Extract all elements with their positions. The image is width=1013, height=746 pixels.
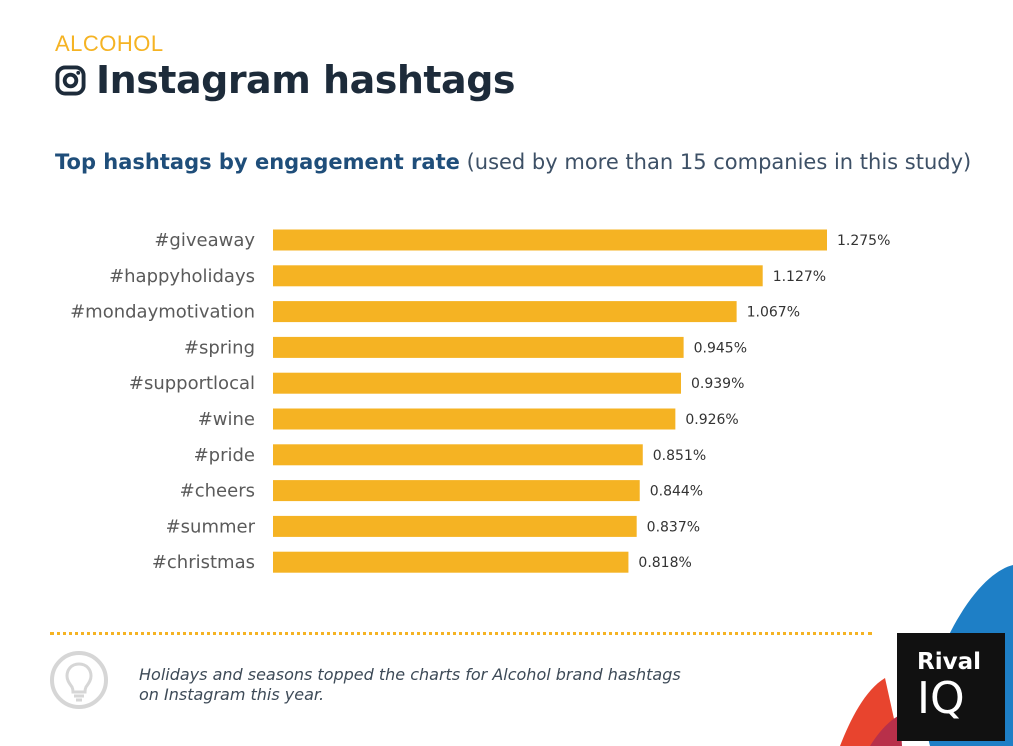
category-label: #happyholidays bbox=[109, 266, 255, 287]
insight-note: Holidays and seasons topped the charts f… bbox=[139, 665, 681, 705]
bar bbox=[273, 515, 637, 537]
data-label: 0.939% bbox=[691, 376, 744, 392]
insight-note-line-2: on Instagram this year. bbox=[139, 685, 325, 704]
lightbulb-icon bbox=[50, 651, 108, 709]
category-label: ALCOHOL bbox=[55, 31, 164, 56]
data-label: 0.926% bbox=[685, 412, 738, 428]
category-label: #christmas bbox=[152, 552, 255, 573]
data-label: 0.818% bbox=[638, 555, 691, 571]
bar bbox=[273, 551, 629, 573]
category-label: #spring bbox=[184, 337, 255, 358]
bar bbox=[273, 480, 640, 502]
data-label: 0.844% bbox=[650, 484, 703, 500]
data-label: 0.945% bbox=[694, 340, 747, 356]
bar bbox=[273, 372, 682, 394]
logo-line-2: IQ bbox=[917, 673, 965, 724]
bar bbox=[273, 229, 827, 251]
logo-line-1: Rival bbox=[917, 649, 981, 675]
category-label: #mondaymotivation bbox=[70, 302, 255, 323]
bar bbox=[273, 444, 643, 466]
bar bbox=[273, 408, 676, 430]
page-title: Instagram hashtags bbox=[96, 58, 516, 102]
data-label: 1.067% bbox=[747, 305, 800, 321]
category-label: #pride bbox=[194, 445, 255, 466]
category-label: #cheers bbox=[180, 481, 255, 502]
subtitle-bold: Top hashtags by engagement rate bbox=[55, 150, 460, 174]
bar bbox=[273, 265, 763, 287]
bar bbox=[273, 336, 684, 358]
instagram-icon bbox=[55, 64, 86, 96]
subtitle-qualifier: (used by more than 15 companies in this … bbox=[466, 150, 972, 174]
chart-subtitle: Top hashtags by engagement rate (used by… bbox=[55, 150, 971, 174]
data-label: 1.127% bbox=[773, 269, 826, 285]
bar-chart: #giveaway 1.275% #happyholidays 1.127% #mond… bbox=[70, 229, 890, 573]
category-label: #supportlocal bbox=[129, 373, 255, 394]
insight-note-line-1: Holidays and seasons topped the charts f… bbox=[139, 665, 681, 684]
rival-iq-logo: Rival IQ bbox=[897, 633, 1005, 741]
data-label: 0.851% bbox=[653, 448, 706, 464]
data-label: 1.275% bbox=[837, 233, 890, 249]
divider bbox=[50, 632, 872, 635]
category-label: #wine bbox=[198, 409, 255, 430]
data-label: 0.837% bbox=[647, 519, 700, 535]
category-label: #giveaway bbox=[154, 230, 255, 251]
title-row: Instagram hashtags bbox=[55, 58, 516, 102]
category-label: #summer bbox=[166, 516, 256, 537]
bar bbox=[273, 301, 737, 323]
